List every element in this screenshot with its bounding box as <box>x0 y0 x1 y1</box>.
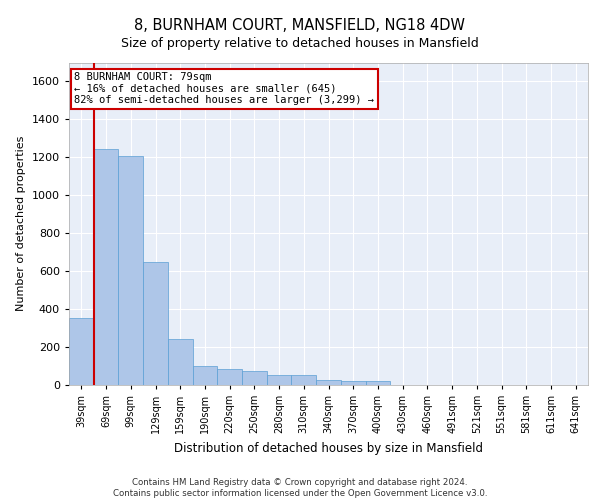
Y-axis label: Number of detached properties: Number of detached properties <box>16 136 26 312</box>
Bar <box>193 366 217 385</box>
Bar <box>69 318 94 385</box>
Bar <box>365 381 390 385</box>
Bar <box>168 338 193 385</box>
Text: 8 BURNHAM COURT: 79sqm
← 16% of detached houses are smaller (645)
82% of semi-de: 8 BURNHAM COURT: 79sqm ← 16% of detached… <box>74 72 374 106</box>
Bar <box>143 262 168 385</box>
Bar <box>267 374 292 385</box>
Bar <box>341 381 365 385</box>
Bar <box>292 374 316 385</box>
Text: Contains HM Land Registry data © Crown copyright and database right 2024.
Contai: Contains HM Land Registry data © Crown c… <box>113 478 487 498</box>
Bar <box>118 156 143 385</box>
Bar <box>217 369 242 385</box>
Bar <box>242 371 267 385</box>
X-axis label: Distribution of detached houses by size in Mansfield: Distribution of detached houses by size … <box>174 442 483 454</box>
Text: Size of property relative to detached houses in Mansfield: Size of property relative to detached ho… <box>121 38 479 51</box>
Text: 8, BURNHAM COURT, MANSFIELD, NG18 4DW: 8, BURNHAM COURT, MANSFIELD, NG18 4DW <box>134 18 466 32</box>
Bar <box>94 149 118 385</box>
Bar <box>316 380 341 385</box>
